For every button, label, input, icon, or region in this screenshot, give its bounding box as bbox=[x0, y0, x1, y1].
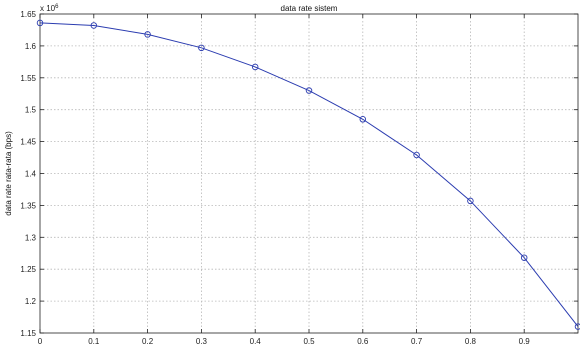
data-point-marker bbox=[36, 19, 44, 27]
grid bbox=[40, 14, 578, 333]
data-point-marker bbox=[413, 151, 420, 159]
y-tick-label: 1.35 bbox=[20, 201, 36, 210]
y-tick-label: 1.6 bbox=[25, 42, 37, 51]
y-tick-label: 1.5 bbox=[25, 106, 37, 115]
y-tick-label: 1.3 bbox=[25, 233, 37, 242]
data-point-marker bbox=[574, 323, 580, 330]
y-axis-exponent-power: 6 bbox=[55, 4, 59, 10]
x-tick-label: 0.7 bbox=[411, 337, 423, 346]
y-tick-label: 1.2 bbox=[25, 297, 37, 306]
y-axis-exponent-base: x 10 bbox=[40, 4, 56, 13]
data-point-marker bbox=[251, 63, 259, 71]
x-tick-label: 0.8 bbox=[465, 337, 477, 346]
y-tick-label: 1.55 bbox=[20, 74, 36, 83]
x-tick-label: 0.1 bbox=[88, 337, 100, 346]
series-layer bbox=[36, 19, 580, 330]
y-tick-label: 1.65 bbox=[20, 10, 36, 19]
x-tick-label: 0.6 bbox=[357, 337, 369, 346]
data-point-marker bbox=[467, 197, 474, 205]
x-tick-label: 0.5 bbox=[303, 337, 315, 346]
x-tick-label: 0.9 bbox=[519, 337, 531, 346]
data-point-marker bbox=[520, 254, 528, 261]
x-tick-label: 0.4 bbox=[250, 337, 262, 346]
x-tick-label: 0.2 bbox=[142, 337, 154, 346]
y-tick-label: 1.45 bbox=[20, 138, 36, 147]
y-tick-label: 1.15 bbox=[20, 329, 36, 338]
x-tick-label: 0.3 bbox=[196, 337, 208, 346]
data-point-marker bbox=[144, 31, 151, 38]
axis-ticks: 0 0.1 0.2 0.3 0.4 0.5 0.6 0.7 0.8 0.9 1.15 1.2 1.25 1… bbox=[20, 10, 578, 346]
data-point-marker bbox=[359, 116, 367, 123]
chart-title: data rate sistem bbox=[281, 4, 338, 13]
y-tick-label: 1.25 bbox=[20, 265, 36, 274]
y-axis-exponent: x 106 bbox=[40, 4, 59, 13]
data-point-marker bbox=[198, 44, 205, 52]
data-point-marker bbox=[90, 22, 98, 29]
y-axis-label: data rate rata-rata (bps) bbox=[4, 131, 13, 216]
x-tick-label: 0 bbox=[38, 337, 43, 346]
y-tick-label: 1.4 bbox=[25, 170, 37, 179]
data-point-marker bbox=[305, 87, 313, 94]
series-line bbox=[39, 22, 579, 327]
